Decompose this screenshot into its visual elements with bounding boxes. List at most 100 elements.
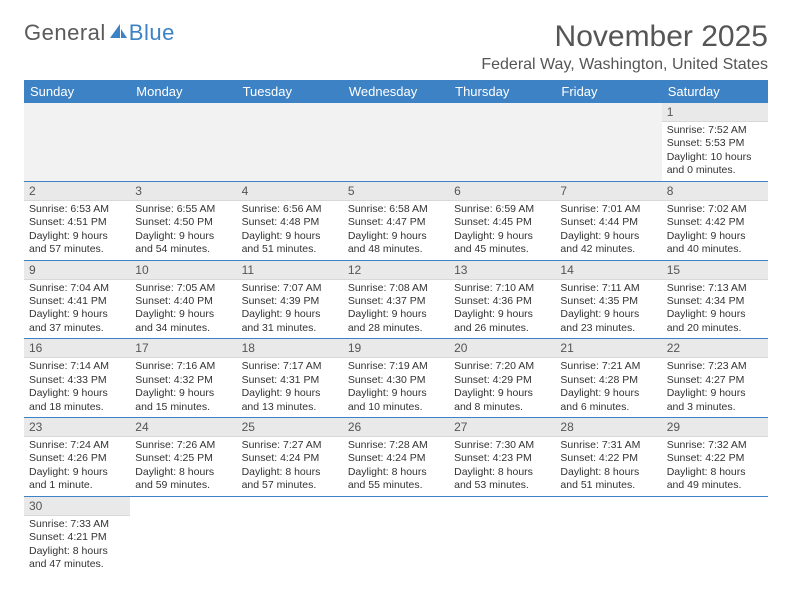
calendar-row: 16Sunrise: 7:14 AMSunset: 4:33 PMDayligh… xyxy=(24,339,768,418)
calendar-row: 1Sunrise: 7:52 AMSunset: 5:53 PMDaylight… xyxy=(24,103,768,181)
calendar-cell: 10Sunrise: 7:05 AMSunset: 4:40 PMDayligh… xyxy=(130,260,236,339)
calendar-cell: 30Sunrise: 7:33 AMSunset: 4:21 PMDayligh… xyxy=(24,496,130,574)
day-number: 12 xyxy=(343,261,449,280)
day-details: Sunrise: 7:02 AMSunset: 4:42 PMDaylight:… xyxy=(662,201,768,260)
calendar-cell-empty xyxy=(130,496,236,574)
location-text: Federal Way, Washington, United States xyxy=(24,56,768,74)
calendar-cell-empty xyxy=(24,103,130,181)
calendar-cell: 2Sunrise: 6:53 AMSunset: 4:51 PMDaylight… xyxy=(24,181,130,260)
day-number: 21 xyxy=(555,339,661,358)
calendar-cell: 7Sunrise: 7:01 AMSunset: 4:44 PMDaylight… xyxy=(555,181,661,260)
calendar-cell: 3Sunrise: 6:55 AMSunset: 4:50 PMDaylight… xyxy=(130,181,236,260)
calendar-cell: 14Sunrise: 7:11 AMSunset: 4:35 PMDayligh… xyxy=(555,260,661,339)
day-details: Sunrise: 7:27 AMSunset: 4:24 PMDaylight:… xyxy=(237,437,343,496)
calendar-cell: 5Sunrise: 6:58 AMSunset: 4:47 PMDaylight… xyxy=(343,181,449,260)
day-details: Sunrise: 7:10 AMSunset: 4:36 PMDaylight:… xyxy=(449,280,555,339)
calendar-cell: 18Sunrise: 7:17 AMSunset: 4:31 PMDayligh… xyxy=(237,339,343,418)
day-details: Sunrise: 7:31 AMSunset: 4:22 PMDaylight:… xyxy=(555,437,661,496)
calendar-cell-empty xyxy=(130,103,236,181)
calendar-cell: 29Sunrise: 7:32 AMSunset: 4:22 PMDayligh… xyxy=(662,418,768,497)
calendar-cell: 24Sunrise: 7:26 AMSunset: 4:25 PMDayligh… xyxy=(130,418,236,497)
calendar-row: 30Sunrise: 7:33 AMSunset: 4:21 PMDayligh… xyxy=(24,496,768,574)
calendar-row: 23Sunrise: 7:24 AMSunset: 4:26 PMDayligh… xyxy=(24,418,768,497)
day-number: 20 xyxy=(449,339,555,358)
day-number: 11 xyxy=(237,261,343,280)
day-details: Sunrise: 7:16 AMSunset: 4:32 PMDaylight:… xyxy=(130,358,236,417)
day-number: 25 xyxy=(237,418,343,437)
day-details: Sunrise: 6:53 AMSunset: 4:51 PMDaylight:… xyxy=(24,201,130,260)
day-number: 4 xyxy=(237,182,343,201)
day-number: 8 xyxy=(662,182,768,201)
calendar-cell: 1Sunrise: 7:52 AMSunset: 5:53 PMDaylight… xyxy=(662,103,768,181)
calendar-cell: 26Sunrise: 7:28 AMSunset: 4:24 PMDayligh… xyxy=(343,418,449,497)
day-number: 23 xyxy=(24,418,130,437)
day-number: 3 xyxy=(130,182,236,201)
calendar-cell: 9Sunrise: 7:04 AMSunset: 4:41 PMDaylight… xyxy=(24,260,130,339)
day-number: 16 xyxy=(24,339,130,358)
day-details: Sunrise: 7:28 AMSunset: 4:24 PMDaylight:… xyxy=(343,437,449,496)
calendar-cell: 27Sunrise: 7:30 AMSunset: 4:23 PMDayligh… xyxy=(449,418,555,497)
brand-part2: Blue xyxy=(129,20,175,46)
day-details: Sunrise: 7:05 AMSunset: 4:40 PMDaylight:… xyxy=(130,280,236,339)
day-details: Sunrise: 7:01 AMSunset: 4:44 PMDaylight:… xyxy=(555,201,661,260)
day-details: Sunrise: 7:04 AMSunset: 4:41 PMDaylight:… xyxy=(24,280,130,339)
day-details: Sunrise: 7:13 AMSunset: 4:34 PMDaylight:… xyxy=(662,280,768,339)
header: General Blue November 2025 xyxy=(24,20,768,54)
day-number: 2 xyxy=(24,182,130,201)
day-number: 19 xyxy=(343,339,449,358)
day-number: 17 xyxy=(130,339,236,358)
brand-part1: General xyxy=(24,20,106,46)
calendar-cell-empty xyxy=(449,496,555,574)
day-details: Sunrise: 7:33 AMSunset: 4:21 PMDaylight:… xyxy=(24,516,130,575)
day-number: 6 xyxy=(449,182,555,201)
calendar-cell-empty xyxy=(555,103,661,181)
day-details: Sunrise: 7:21 AMSunset: 4:28 PMDaylight:… xyxy=(555,358,661,417)
day-number: 18 xyxy=(237,339,343,358)
day-details: Sunrise: 7:24 AMSunset: 4:26 PMDaylight:… xyxy=(24,437,130,496)
sail-icon xyxy=(108,20,128,46)
calendar-cell-empty xyxy=(237,496,343,574)
calendar-cell: 4Sunrise: 6:56 AMSunset: 4:48 PMDaylight… xyxy=(237,181,343,260)
day-details: Sunrise: 7:23 AMSunset: 4:27 PMDaylight:… xyxy=(662,358,768,417)
day-number: 10 xyxy=(130,261,236,280)
calendar-cell: 21Sunrise: 7:21 AMSunset: 4:28 PMDayligh… xyxy=(555,339,661,418)
day-details: Sunrise: 7:19 AMSunset: 4:30 PMDaylight:… xyxy=(343,358,449,417)
day-number: 5 xyxy=(343,182,449,201)
day-header: Friday xyxy=(555,80,661,103)
day-details: Sunrise: 7:52 AMSunset: 5:53 PMDaylight:… xyxy=(662,122,768,181)
calendar-cell: 15Sunrise: 7:13 AMSunset: 4:34 PMDayligh… xyxy=(662,260,768,339)
day-number: 29 xyxy=(662,418,768,437)
day-number: 7 xyxy=(555,182,661,201)
calendar-cell: 13Sunrise: 7:10 AMSunset: 4:36 PMDayligh… xyxy=(449,260,555,339)
calendar-cell: 8Sunrise: 7:02 AMSunset: 4:42 PMDaylight… xyxy=(662,181,768,260)
calendar-row: 9Sunrise: 7:04 AMSunset: 4:41 PMDaylight… xyxy=(24,260,768,339)
day-number: 30 xyxy=(24,497,130,516)
day-number: 1 xyxy=(662,103,768,122)
day-details: Sunrise: 7:11 AMSunset: 4:35 PMDaylight:… xyxy=(555,280,661,339)
day-header: Wednesday xyxy=(343,80,449,103)
calendar-cell-empty xyxy=(555,496,661,574)
calendar-cell: 22Sunrise: 7:23 AMSunset: 4:27 PMDayligh… xyxy=(662,339,768,418)
day-details: Sunrise: 7:20 AMSunset: 4:29 PMDaylight:… xyxy=(449,358,555,417)
calendar-cell: 11Sunrise: 7:07 AMSunset: 4:39 PMDayligh… xyxy=(237,260,343,339)
day-details: Sunrise: 6:59 AMSunset: 4:45 PMDaylight:… xyxy=(449,201,555,260)
day-number: 28 xyxy=(555,418,661,437)
calendar-cell-empty xyxy=(343,496,449,574)
day-header: Sunday xyxy=(24,80,130,103)
day-number: 14 xyxy=(555,261,661,280)
page-title: November 2025 xyxy=(555,20,768,54)
day-details: Sunrise: 6:55 AMSunset: 4:50 PMDaylight:… xyxy=(130,201,236,260)
day-details: Sunrise: 7:07 AMSunset: 4:39 PMDaylight:… xyxy=(237,280,343,339)
calendar-row: 2Sunrise: 6:53 AMSunset: 4:51 PMDaylight… xyxy=(24,181,768,260)
calendar-cell-empty xyxy=(449,103,555,181)
calendar-cell: 23Sunrise: 7:24 AMSunset: 4:26 PMDayligh… xyxy=(24,418,130,497)
calendar-cell: 20Sunrise: 7:20 AMSunset: 4:29 PMDayligh… xyxy=(449,339,555,418)
brand-logo: General Blue xyxy=(24,20,175,46)
day-details: Sunrise: 6:58 AMSunset: 4:47 PMDaylight:… xyxy=(343,201,449,260)
day-number: 9 xyxy=(24,261,130,280)
calendar-cell: 16Sunrise: 7:14 AMSunset: 4:33 PMDayligh… xyxy=(24,339,130,418)
day-header: Thursday xyxy=(449,80,555,103)
calendar-table: SundayMondayTuesdayWednesdayThursdayFrid… xyxy=(24,80,768,575)
calendar-cell: 28Sunrise: 7:31 AMSunset: 4:22 PMDayligh… xyxy=(555,418,661,497)
day-details: Sunrise: 7:14 AMSunset: 4:33 PMDaylight:… xyxy=(24,358,130,417)
